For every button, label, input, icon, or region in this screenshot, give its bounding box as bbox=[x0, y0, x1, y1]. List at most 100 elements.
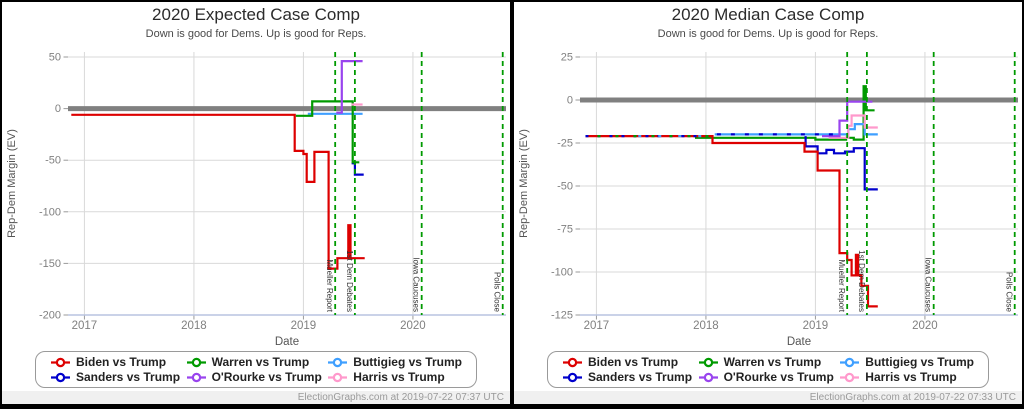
chart-footer-expected: ElectionGraphs.com at 2019-07-22 07:37 U… bbox=[2, 391, 510, 404]
legend-column: Warren vs Trump O'Rourke vs Trump bbox=[698, 355, 834, 385]
legend-item-warren: Warren vs Trump bbox=[698, 355, 834, 370]
event-label: Mueller Report bbox=[837, 260, 846, 313]
y-tick-label: -25 bbox=[557, 138, 573, 150]
legend-item-sanders: Sanders vs Trump bbox=[50, 370, 180, 385]
biden-line-marker-icon bbox=[51, 357, 70, 367]
series-line-warren bbox=[295, 100, 360, 164]
y-axis-title: Rep-Dem Margin (EV) bbox=[518, 129, 530, 238]
series-line-orourke bbox=[822, 100, 873, 138]
legend-column: Buttigieg vs Trump Harris vs Trump bbox=[839, 355, 974, 385]
sanders-line-marker-icon bbox=[563, 372, 582, 382]
harris-line-marker-icon bbox=[328, 372, 348, 382]
legend-label: Sanders vs Trump bbox=[76, 369, 181, 384]
legend-item-biden: Biden vs Trump bbox=[562, 355, 692, 370]
y-tick-label: 0 bbox=[55, 103, 61, 115]
legend-label: Biden vs Trump bbox=[588, 354, 679, 369]
legend-label: Warren vs Trump bbox=[723, 354, 822, 369]
series-line-harris bbox=[828, 114, 878, 139]
chart-footer-median: ElectionGraphs.com at 2019-07-22 07:33 U… bbox=[514, 391, 1022, 404]
axis-labels: 50 0 -50 -100 -150 -200 2017 2018 2019 2020 Date Re… bbox=[6, 52, 426, 349]
legend-label: O'Rourke vs Trump bbox=[723, 369, 834, 384]
series-line-sanders bbox=[804, 136, 878, 191]
legend-expected: Biden vs Trump Sanders vs Trump Warren v… bbox=[35, 351, 477, 388]
axis-labels: 25 0 -25 -50 -75 -100 -125 2017 2018 2019 2020 Date… bbox=[518, 52, 938, 349]
warren-line-marker-icon bbox=[698, 357, 718, 367]
panel-expected-case: 2020 Expected Case Comp Down is good for… bbox=[0, 0, 512, 409]
legend-item-sanders: Sanders vs Trump bbox=[562, 370, 692, 385]
y-tick-label: -200 bbox=[39, 310, 61, 322]
legend-column: Biden vs Trump Sanders vs Trump bbox=[50, 355, 180, 385]
legend-label: Buttigieg vs Trump bbox=[865, 354, 974, 369]
legend-label: Sanders vs Trump bbox=[588, 369, 693, 384]
x-tick-label: 2020 bbox=[400, 320, 426, 332]
x-tick-label: 2017 bbox=[72, 320, 98, 332]
chart-title-median: 2020 Median Case Comp bbox=[671, 5, 865, 24]
y-tick-label: -50 bbox=[557, 181, 573, 193]
sanders-line-marker-icon bbox=[51, 372, 70, 382]
legend-item-biden: Biden vs Trump bbox=[50, 355, 180, 370]
x-tick-label: 2019 bbox=[291, 320, 317, 332]
x-tick-label: 2017 bbox=[584, 320, 610, 332]
legend-item-harris: Harris vs Trump bbox=[327, 370, 462, 385]
x-tick-label: 2020 bbox=[912, 320, 938, 332]
grid-lines bbox=[575, 52, 1018, 320]
event-label: 1st Dem Debates bbox=[857, 250, 866, 312]
legend-item-harris: Harris vs Trump bbox=[839, 370, 974, 385]
event-label: Mueller Report bbox=[325, 260, 334, 313]
legend-item-orourke: O'Rourke vs Trump bbox=[698, 370, 834, 385]
event-lines: Mueller Report 1st Dem Debates Iowa Caucus… bbox=[837, 52, 1016, 315]
y-axis-title: Rep-Dem Margin (EV) bbox=[6, 129, 18, 238]
series-line-warren bbox=[695, 85, 875, 141]
legend-item-buttigieg: Buttigieg vs Trump bbox=[327, 355, 462, 370]
buttigieg-line-marker-icon bbox=[328, 357, 348, 367]
x-axis-title: Date bbox=[787, 336, 811, 348]
series-lines bbox=[585, 85, 878, 308]
x-tick-label: 2019 bbox=[803, 320, 829, 332]
orourke-line-marker-icon bbox=[186, 372, 206, 382]
legend-label: Buttigieg vs Trump bbox=[353, 354, 462, 369]
warren-line-marker-icon bbox=[186, 357, 206, 367]
legend-label: Warren vs Trump bbox=[211, 354, 310, 369]
event-label: Polls Close bbox=[1005, 272, 1014, 313]
legend-label: Biden vs Trump bbox=[76, 354, 167, 369]
y-tick-label: -100 bbox=[551, 267, 573, 279]
chart-subtitle-expected: Down is good for Dems. Up is good for Re… bbox=[145, 28, 367, 40]
y-tick-label: -75 bbox=[557, 224, 573, 236]
buttigieg-line-marker-icon bbox=[840, 357, 860, 367]
legend-label: Harris vs Trump bbox=[353, 369, 445, 384]
legend-column: Biden vs Trump Sanders vs Trump bbox=[562, 355, 692, 385]
y-tick-label: -150 bbox=[39, 258, 61, 270]
event-label: Iowa Caucuses bbox=[412, 257, 421, 312]
series-line-biden bbox=[71, 113, 365, 270]
grid-lines bbox=[63, 52, 506, 320]
legend-item-buttigieg: Buttigieg vs Trump bbox=[839, 355, 974, 370]
y-tick-label: -50 bbox=[45, 155, 61, 167]
legend-item-orourke: O'Rourke vs Trump bbox=[186, 370, 322, 385]
panel-median-case: 2020 Median Case Comp Down is good for D… bbox=[512, 0, 1024, 409]
legend-column: Buttigieg vs Trump Harris vs Trump bbox=[327, 355, 462, 385]
biden-line-marker-icon bbox=[563, 357, 582, 367]
orourke-line-marker-icon bbox=[698, 372, 718, 382]
y-tick-label: 0 bbox=[567, 95, 573, 107]
legend-label: O'Rourke vs Trump bbox=[211, 369, 322, 384]
event-label: 1st Dem Debates bbox=[345, 250, 354, 312]
harris-line-marker-icon bbox=[840, 372, 860, 382]
y-tick-label: 25 bbox=[561, 52, 573, 64]
legend-column: Warren vs Trump O'Rourke vs Trump bbox=[186, 355, 322, 385]
series-line-orourke bbox=[336, 60, 363, 114]
series-line-buttigieg bbox=[714, 123, 878, 136]
x-axis-title: Date bbox=[275, 336, 299, 348]
y-tick-label: -100 bbox=[39, 206, 61, 218]
expected-case-plot: Mueller Report 1st Dem Debates Iowa Caucus… bbox=[6, 52, 506, 349]
legend-label: Harris vs Trump bbox=[865, 369, 957, 384]
legend-median: Biden vs Trump Sanders vs Trump Warren v… bbox=[547, 351, 989, 388]
series-lines bbox=[71, 60, 365, 270]
event-label: Polls Close bbox=[493, 272, 502, 313]
y-tick-label: -125 bbox=[551, 310, 573, 322]
series-line-biden bbox=[585, 135, 878, 308]
legend-item-warren: Warren vs Trump bbox=[186, 355, 322, 370]
chart-title-expected: 2020 Expected Case Comp bbox=[152, 5, 360, 24]
event-label: Iowa Caucuses bbox=[924, 257, 933, 312]
x-tick-label: 2018 bbox=[693, 320, 719, 332]
y-tick-label: 50 bbox=[49, 52, 61, 64]
